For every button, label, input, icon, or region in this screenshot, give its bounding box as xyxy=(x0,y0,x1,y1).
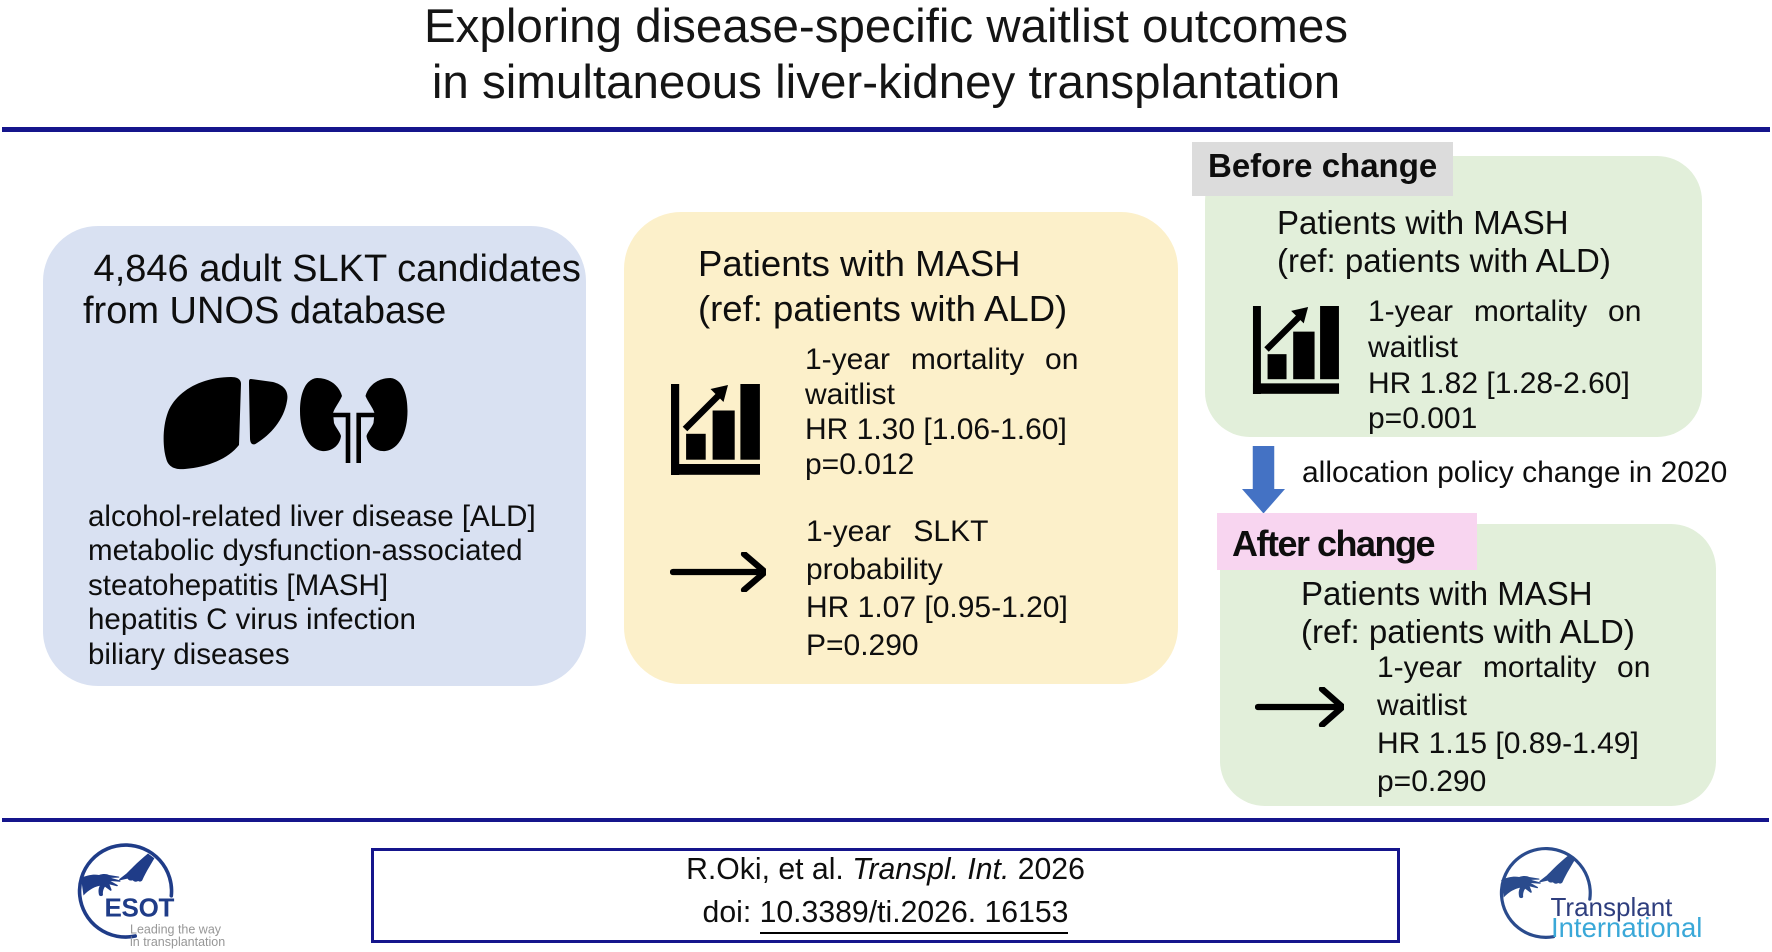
svg-text:Leading the way: Leading the way xyxy=(130,923,222,937)
svg-text:in transplantation: in transplantation xyxy=(130,935,225,949)
svg-text:Transplant: Transplant xyxy=(1551,892,1674,922)
svg-text:International: International xyxy=(1551,912,1702,943)
svg-text:ESOT: ESOT xyxy=(105,893,175,923)
